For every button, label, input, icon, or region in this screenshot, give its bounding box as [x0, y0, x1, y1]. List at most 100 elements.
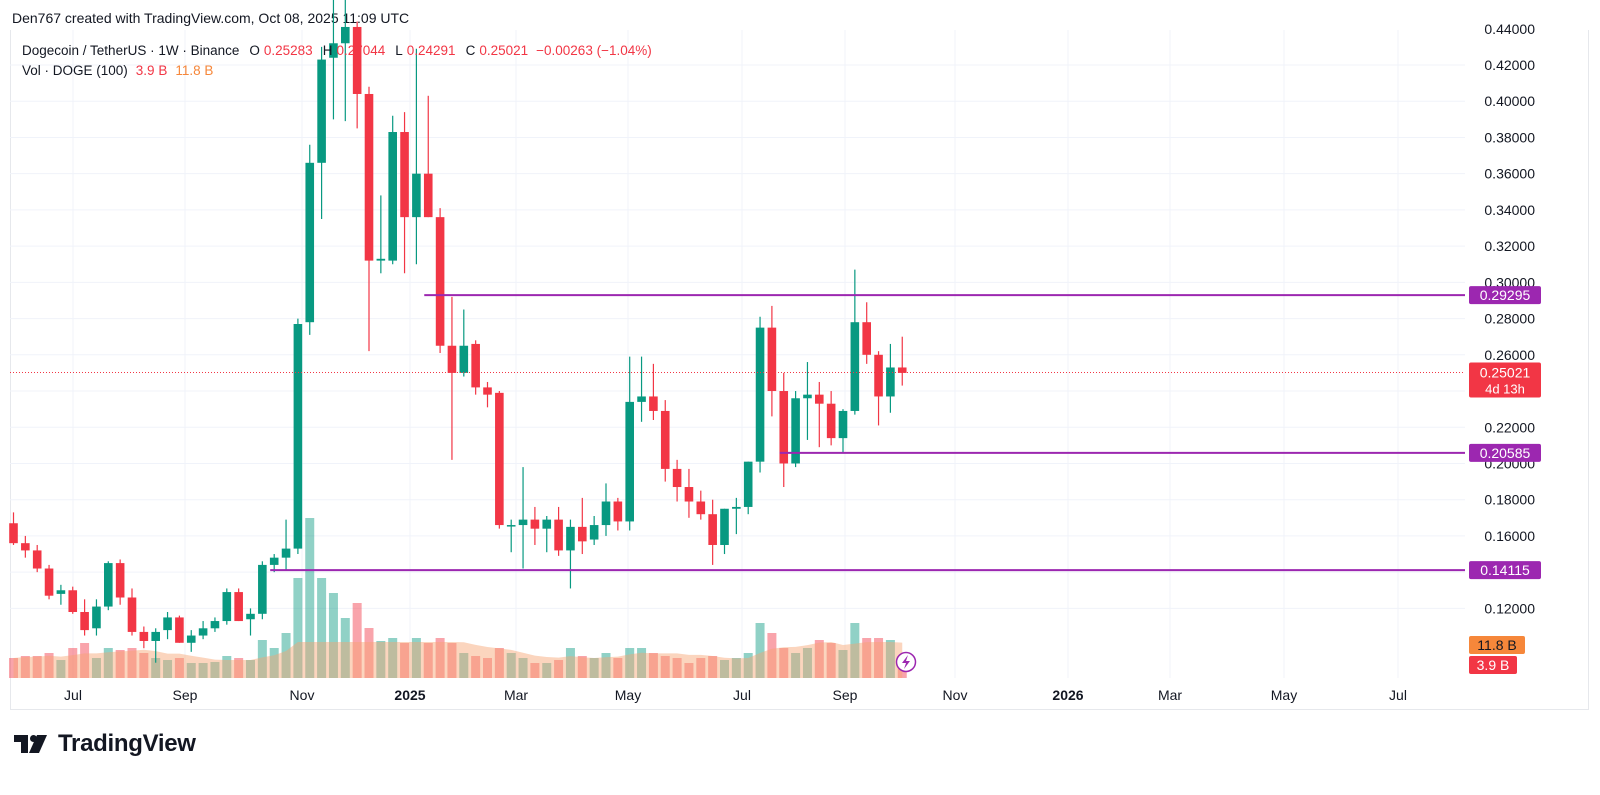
- candle: [755, 316, 765, 473]
- candle-body: [815, 394, 824, 404]
- candle-body: [115, 563, 125, 598]
- volume-bar: [127, 648, 137, 678]
- candle: [483, 381, 492, 408]
- candle-body: [838, 410, 848, 439]
- volume-bar: [68, 648, 78, 678]
- volume-bar: [400, 643, 410, 678]
- candle: [175, 615, 184, 643]
- candle-body: [649, 396, 658, 411]
- tradingview-logo-text: TradingView: [58, 730, 196, 757]
- volume-bar: [660, 656, 670, 678]
- price-axis-tick-label: 0.32000: [1484, 238, 1535, 254]
- price-axis-tick-label: 0.22000: [1484, 419, 1535, 435]
- candle: [44, 564, 54, 600]
- volume-ma-area: [13, 642, 903, 678]
- volume-bar: [779, 648, 789, 678]
- candle-body: [341, 26, 350, 44]
- time-axis-tick-label: Sep: [173, 687, 198, 703]
- candle: [696, 490, 706, 520]
- volume-current-label: 3.9 B: [1477, 657, 1510, 673]
- candle-body: [696, 501, 706, 515]
- volume-bar: [80, 643, 90, 678]
- price-axis-tick-label: 0.40000: [1484, 93, 1535, 109]
- level-price-label-bg: [1469, 561, 1541, 580]
- candle-body: [305, 162, 315, 323]
- candle: [815, 381, 824, 448]
- volume-bar: [9, 658, 18, 678]
- volume-bar: [139, 653, 149, 678]
- candle-body: [732, 506, 741, 509]
- candle-body: [127, 597, 137, 632]
- volume-bar: [530, 663, 540, 678]
- legend-low-label: L: [395, 43, 403, 58]
- price-axis-tick-label: 0.28000: [1484, 311, 1535, 327]
- candle: [649, 363, 658, 421]
- candle: [198, 621, 208, 640]
- lightning-icon[interactable]: [895, 651, 917, 673]
- volume-bar: [352, 603, 362, 678]
- candle-body: [791, 398, 800, 464]
- candle: [56, 584, 66, 605]
- chart-creator-line: Den767 created with TradingView.com, Oct…: [12, 10, 410, 26]
- candle: [388, 115, 397, 265]
- price-axis-tick-label: 0.42000: [1484, 57, 1535, 73]
- volume-bar: [720, 660, 729, 678]
- candle: [459, 309, 469, 377]
- legend-ohlc-row: Dogecoin / TetherUS · 1W · Binance O 0.25…: [22, 41, 652, 61]
- volume-bar: [447, 643, 457, 678]
- candle: [838, 409, 848, 453]
- time-axis-tick-label: Nov: [290, 687, 315, 703]
- volume-bar: [767, 633, 777, 678]
- price-axis-tick-label: 0.44000: [1484, 21, 1535, 37]
- candle: [542, 516, 552, 553]
- volume-bar: [163, 660, 173, 678]
- candle: [672, 459, 682, 502]
- volume-bar: [565, 648, 575, 678]
- candle: [163, 611, 172, 640]
- tradingview-logo-icon: [14, 735, 47, 753]
- price-axis-tick-label: 0.26000: [1484, 347, 1535, 363]
- volume-bar: [708, 656, 718, 678]
- candle-body: [423, 173, 433, 218]
- candle: [151, 628, 160, 663]
- price-axis-tick-label: 0.34000: [1484, 202, 1535, 218]
- candle: [625, 356, 634, 531]
- candle-body: [826, 403, 836, 439]
- candle: [329, 0, 338, 120]
- volume-bar: [802, 648, 812, 678]
- candle: [80, 599, 89, 636]
- candle-body: [530, 519, 540, 529]
- tradingview-logo[interactable]: TradingView: [14, 730, 196, 758]
- volume-bar: [20, 656, 30, 678]
- volume-bar: [743, 653, 753, 678]
- volume-bar: [32, 656, 42, 678]
- candle-body: [720, 508, 729, 545]
- volume-bar: [850, 623, 860, 678]
- volume-bar: [542, 663, 552, 678]
- candle: [850, 269, 860, 415]
- candle-body: [672, 468, 682, 488]
- chart-legend: Dogecoin / TetherUS · 1W · Binance O 0.25…: [22, 41, 652, 81]
- candle: [826, 391, 836, 446]
- time-axis-tick-label: 2025: [394, 687, 425, 703]
- candle: [222, 588, 232, 625]
- candle: [578, 497, 587, 555]
- volume-bar: [423, 643, 433, 678]
- legend-low-value: 0.24291: [406, 43, 456, 58]
- candle-body: [803, 394, 812, 399]
- candle-body: [364, 93, 374, 261]
- candle: [32, 544, 42, 573]
- legend-open-value: 0.25283: [263, 43, 313, 58]
- candle: [341, 0, 350, 122]
- candle: [92, 599, 101, 636]
- candle-body: [412, 173, 421, 218]
- price-axis-tick-label: 0.38000: [1484, 129, 1535, 145]
- volume-bar: [246, 660, 255, 678]
- volume-bar: [328, 593, 338, 678]
- candle-body: [269, 557, 279, 565]
- legend-volume-label: Vol · DOGE (100): [22, 63, 128, 78]
- volume-bar: [518, 658, 528, 678]
- volume-bar: [483, 658, 492, 678]
- legend-change: −0.00263 (−1.04%): [536, 43, 652, 58]
